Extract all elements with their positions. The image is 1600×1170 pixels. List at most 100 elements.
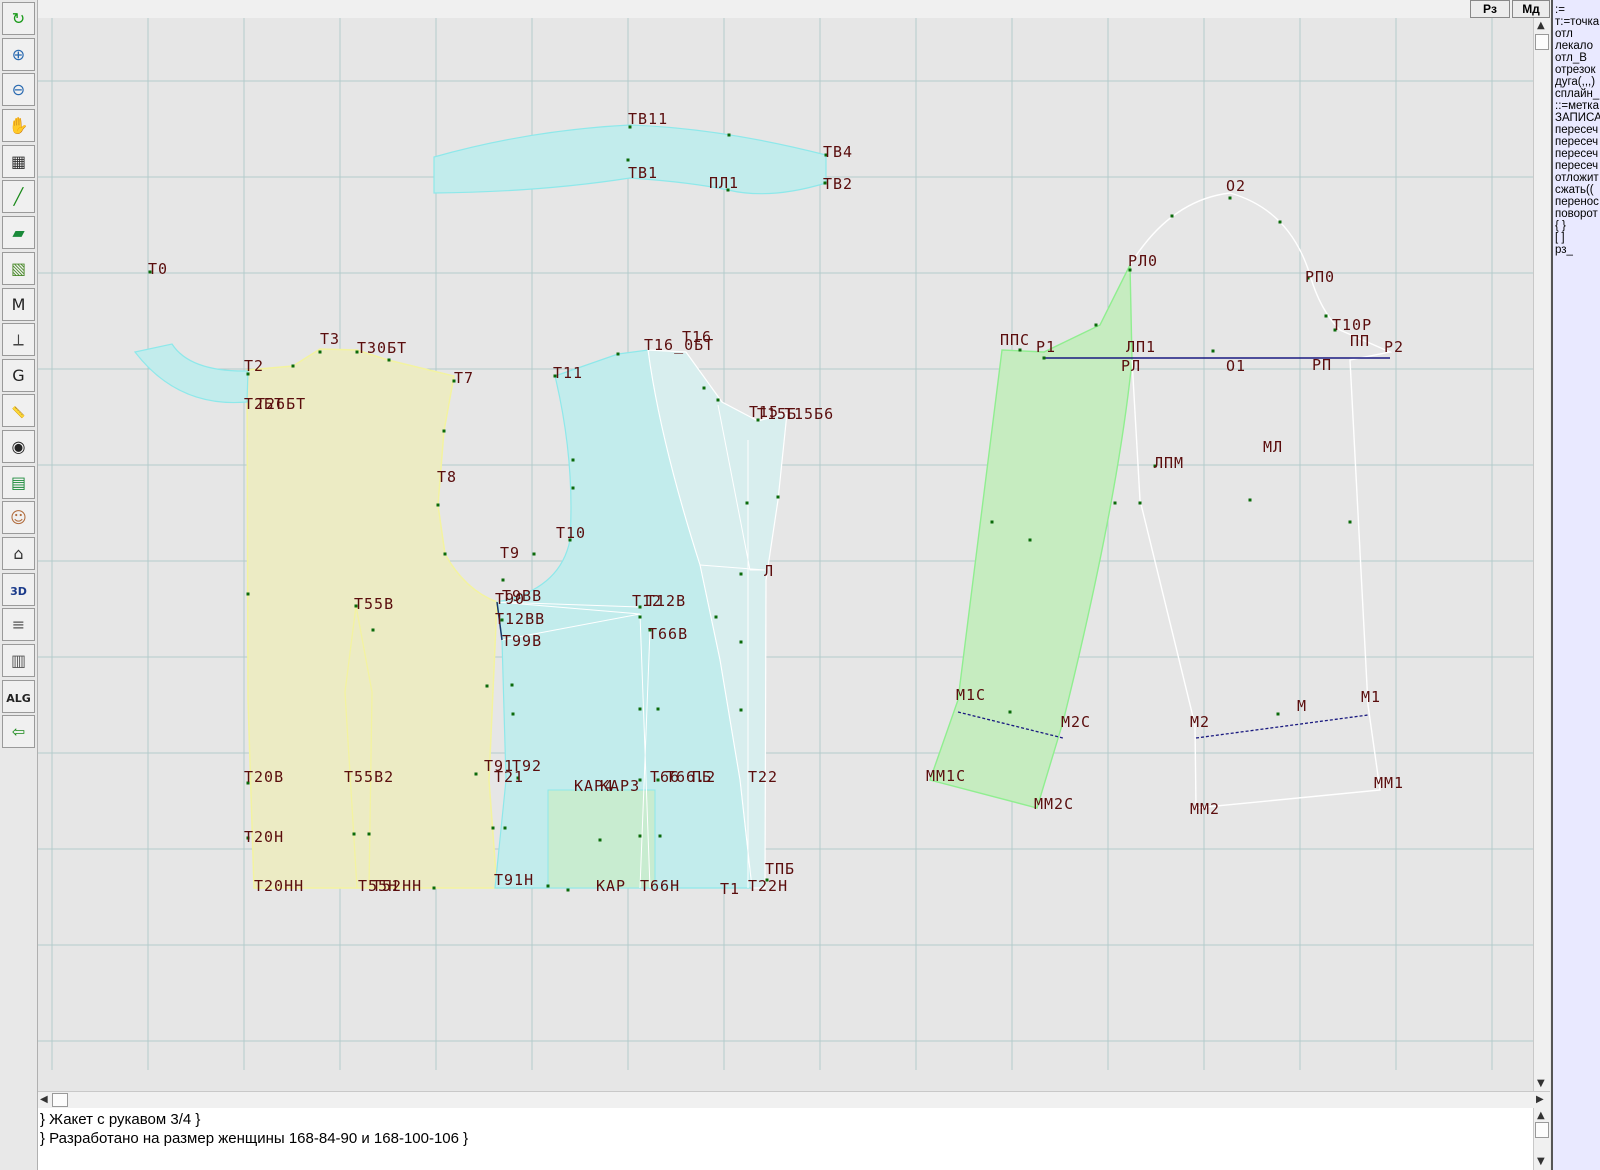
elbow-line [957, 711, 1064, 739]
grid-button[interactable]: ▦ [2, 145, 35, 178]
command-item[interactable]: [ ] [1555, 232, 1565, 244]
point-label: Т90 [495, 590, 525, 608]
command-item[interactable]: лекало [1555, 40, 1594, 52]
command-item[interactable]: поворот [1555, 208, 1598, 220]
zoom-in-icon: ⊕ [11, 45, 26, 64]
command-item[interactable]: т:=точка [1555, 16, 1600, 28]
command-item[interactable]: := [1555, 4, 1565, 16]
scroll-thumb-horizontal[interactable] [52, 1093, 68, 1107]
scroll-up-icon[interactable]: ▲ [1537, 20, 1545, 31]
console-output[interactable]: } Жакет с рукавом 3/4 } } Разработано на… [38, 1108, 1533, 1170]
ruler-button[interactable]: 📏 [2, 394, 35, 427]
back-dart [344, 605, 373, 889]
scroll-left-icon[interactable]: ◀ [40, 1094, 48, 1105]
md-button[interactable]: Мд [1512, 0, 1550, 18]
command-item[interactable]: отл [1555, 28, 1573, 40]
point-label: Т99В [502, 632, 542, 650]
point-label: Т66.2 [666, 768, 716, 786]
algorithm-button[interactable]: ALG [2, 680, 35, 713]
scroll-down-icon[interactable]: ▼ [1537, 1078, 1545, 1089]
point-label: Т52НН [372, 877, 422, 895]
compass-icon: ⟂ [13, 330, 24, 349]
point-label: Т22Н [748, 877, 788, 895]
point-label: Т91Н [494, 871, 534, 889]
command-item[interactable]: отложит [1555, 172, 1599, 184]
command-panel: := т:=точка отл лекало отл_В отрезок дуга(,,,)… [1551, 0, 1600, 1170]
scroll-thumb[interactable] [1535, 34, 1549, 50]
measure-g-button[interactable]: G [2, 359, 35, 392]
refresh-button[interactable]: ↻ [2, 2, 35, 35]
command-item[interactable]: ::=метка [1555, 100, 1599, 112]
pattern-tool-button[interactable]: ▰ [2, 216, 35, 249]
point-label: Т12В [646, 592, 686, 610]
zoom-out-icon: ⊖ [11, 80, 26, 99]
zoom-in-button[interactable]: ⊕ [2, 38, 35, 71]
measure-m-button[interactable]: M [2, 288, 35, 321]
point-label: Т21 [494, 768, 524, 786]
console-scroll-thumb[interactable] [1535, 1122, 1549, 1138]
command-item[interactable]: пересеч [1555, 124, 1599, 136]
document-icon: ≡ [11, 615, 26, 634]
command-item[interactable]: дуга(,,,) [1555, 76, 1596, 88]
command-item[interactable]: перенос [1555, 196, 1599, 208]
3d-view-button[interactable]: 3D [2, 573, 35, 606]
camera-button[interactable]: ◉ [2, 430, 35, 463]
exit-icon: ⇦ [11, 722, 26, 741]
point-label: Т15 [749, 403, 779, 421]
3d-view-icon: 3D [10, 585, 27, 598]
avatar-button[interactable]: ☺ [2, 501, 35, 534]
scroll-right-icon[interactable]: ▶ [1536, 1094, 1544, 1105]
point-label: МЛ [1263, 438, 1283, 456]
point-label: Р2 [1384, 338, 1404, 356]
rz-button[interactable]: Рз [1470, 0, 1510, 18]
point-label: ММ2 [1190, 800, 1220, 818]
pattern-canvas[interactable]: Т0 Т2 Т3 Т30БТ Т7 Т2БТ Т26БТ Т8 Т55В Т20В Т55В2 Т20… [38, 18, 1533, 1070]
point-label: РЛ [1121, 357, 1141, 375]
command-item[interactable]: пересеч [1555, 136, 1599, 148]
point-label: Т9 [500, 544, 520, 562]
document-button[interactable]: ≡ [2, 608, 35, 641]
point-label: Т91 [484, 757, 514, 775]
command-item[interactable]: { } [1555, 220, 1566, 232]
point-label: М2С [1061, 713, 1091, 731]
command-item[interactable]: пересеч [1555, 160, 1599, 172]
vertical-scrollbar[interactable]: ▲ ▼ [1533, 18, 1550, 1093]
console-scroll-down-icon[interactable]: ▼ [1537, 1156, 1545, 1167]
exit-button[interactable]: ⇦ [2, 715, 35, 748]
point-label: Т20Н [244, 828, 284, 846]
point-label: Т15Б [757, 405, 797, 423]
console-scrollbar[interactable]: ▲ ▼ [1533, 1108, 1550, 1170]
point-label: Т12ВВ [495, 610, 545, 628]
command-item[interactable]: пересеч [1555, 148, 1599, 160]
command-item[interactable]: сжать(( [1555, 184, 1594, 196]
point-label: Т66В [648, 625, 688, 643]
command-item[interactable]: отл_В [1555, 52, 1587, 64]
table-button[interactable]: ▤ [2, 466, 35, 499]
point-label: М2 [1190, 713, 1210, 731]
point-label: Т20НН [254, 877, 304, 895]
console-line-2: } Разработано на размер женщины 168-84-9… [40, 1130, 469, 1147]
point-label: Т55В2 [344, 768, 394, 786]
point-label: Т2 [244, 357, 264, 375]
command-item[interactable]: ЗАПИСА [1555, 112, 1600, 124]
compass-button[interactable]: ⟂ [2, 323, 35, 356]
left-toolbar: ↻ ⊕ ⊖ ✋ ▦ ╱ ▰ ▧ M ⟂ G 📏 ◉ ▤ ☺ ⌂ 3D ≡ ▥ ALG ⇦ [0, 0, 38, 1170]
line-tool-button[interactable]: ╱ [2, 180, 35, 213]
console-scroll-up-icon[interactable]: ▲ [1537, 1110, 1545, 1121]
zoom-out-button[interactable]: ⊖ [2, 73, 35, 106]
command-item[interactable]: рз_ [1555, 244, 1573, 256]
point-label: О2 [1226, 177, 1246, 195]
point-label: КАР3 [600, 777, 640, 795]
point-label: Т2БТ [244, 395, 284, 413]
point-label: Т55В [354, 595, 394, 613]
library-button[interactable]: ▥ [2, 644, 35, 677]
point-label: Т55Н [358, 877, 398, 895]
side-piece [647, 349, 788, 889]
point-label: Т66 [650, 768, 680, 786]
command-item[interactable]: отрезок [1555, 64, 1596, 76]
pattern-piece-button[interactable]: ▧ [2, 252, 35, 285]
horizontal-scrollbar[interactable]: ◀ ▶ [38, 1091, 1550, 1108]
pan-button[interactable]: ✋ [2, 109, 35, 142]
command-item[interactable]: сплайн_ [1555, 88, 1600, 100]
garment-button[interactable]: ⌂ [2, 537, 35, 570]
